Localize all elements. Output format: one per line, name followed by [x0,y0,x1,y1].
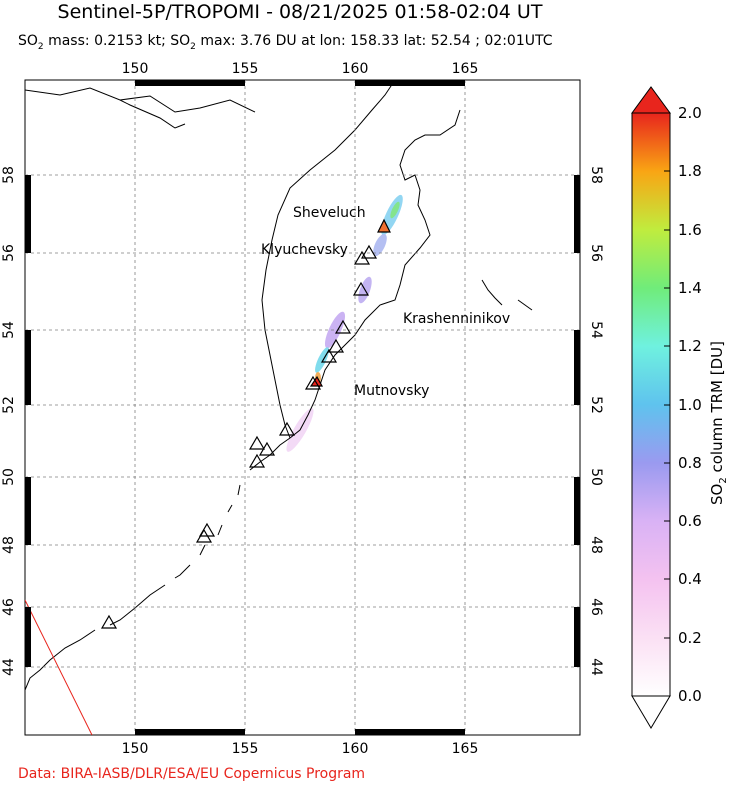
volcano-marker [248,453,266,468]
data-credit: Data: BIRA-IASB/DLR/ESA/EU Copernicus Pr… [18,766,366,782]
lat-label: 50 [588,468,604,486]
volcano-marker [195,528,213,543]
lon-label: 155 [232,741,259,757]
volcano-marker [327,338,345,353]
colorbar-tick-label: 1.2 [678,337,702,355]
lon-labels-top: 150 155 160 165 [122,61,479,77]
lat-label: 58 [1,166,17,184]
colorbar-tick-label: 0.4 [678,570,702,588]
mass-text: mass: 0.2153 kt; SO [43,33,191,49]
lon-label: 150 [122,741,149,757]
lon-label: 150 [122,61,149,77]
so2-subscript-2: 2 [190,41,196,52]
volcano-marker [309,375,324,387]
lat-label: 56 [1,244,17,262]
volcano-marker [304,375,322,390]
so2-label: SO [18,33,38,49]
volcano-marker [320,348,338,363]
lon-label: 160 [342,741,369,757]
colorbar-tick-label: 1.6 [678,221,702,239]
lat-label: 52 [1,396,17,414]
lat-label: 52 [588,396,604,414]
colorbar-tick-label: 2.0 [678,104,702,122]
lat-label: 50 [1,468,17,486]
max-text: max: 3.76 DU at lon: 158.33 lat: 52.54 ;… [195,33,553,49]
volcano-marker [360,244,378,259]
lat-label: 48 [1,536,17,554]
colorbar-title: SO2 column TRM [DU] [708,341,729,505]
colorbar-tick-label: 0.8 [678,454,702,472]
colorbar-tick-label: 0.0 [678,687,702,705]
lat-labels-right: 44 46 48 50 52 54 56 58 [588,166,604,676]
lat-label: 48 [588,536,604,554]
lat-label: 46 [1,598,17,616]
coastlines [25,80,533,691]
volcano-label-sheveluch: Sheveluch [293,205,366,221]
subtitle: SO2 mass: 0.2153 kt; SO2 max: 3.76 DU at… [18,33,553,52]
volcano-marker [278,421,296,436]
volcano-label-klyuchevsky: Klyuchevsky [261,242,348,258]
grid [25,80,580,735]
colorbar-gradient [631,112,671,697]
colorbar-tick-label: 1.8 [678,162,702,180]
volcano-marker [258,441,276,456]
volcano-marker [248,435,266,450]
lon-label: 165 [452,741,479,757]
lat-label: 46 [588,598,604,616]
swath-edge [25,599,93,735]
volcano-marker [100,614,118,629]
volcano-marker [377,218,391,233]
lon-label: 165 [452,61,479,77]
colorbar-tick-labels: 0.0 0.2 0.4 0.6 0.8 1.0 1.2 1.4 1.6 1.8 … [678,104,702,705]
lat-label: 54 [588,321,604,339]
volcano-marker [353,250,371,265]
colorbar-tick-label: 0.6 [678,512,702,530]
lon-labels-bottom: 150 155 160 165 [122,741,479,757]
so2-subscript: 2 [37,41,44,52]
lat-labels-left: 44 46 48 50 52 54 56 58 [1,166,17,676]
lat-label: 44 [588,658,604,676]
volcano-labels: Sheveluch Klyuchevsky Krashenninikov Mut… [261,205,510,399]
colorbar [631,86,671,729]
colorbar-tick-label: 0.2 [678,629,702,647]
page-title: Sentinel-5P/TROPOMI - 08/21/2025 01:58-0… [57,1,543,23]
colorbar-tick-label: 1.0 [678,396,702,414]
colorbar-bottom-arrow [631,695,671,729]
volcano-label-krashenninikov: Krashenninikov [403,311,510,327]
lat-label: 56 [588,244,604,262]
lon-label: 160 [342,61,369,77]
volcano-marker [334,319,352,334]
map-frame [24,79,581,736]
volcano-marker [352,281,370,296]
colorbar-ticks [664,112,670,697]
colorbar-tick-label: 1.4 [678,279,702,297]
lat-label: 54 [1,321,17,339]
colorbar-top-arrow [631,86,671,114]
lon-label: 155 [232,61,259,77]
volcano-label-mutnovsky: Mutnovsky [354,383,429,399]
frame-bands [25,80,580,735]
lat-label: 44 [1,658,17,676]
lat-label: 58 [588,166,604,184]
volcano-markers [100,218,391,629]
